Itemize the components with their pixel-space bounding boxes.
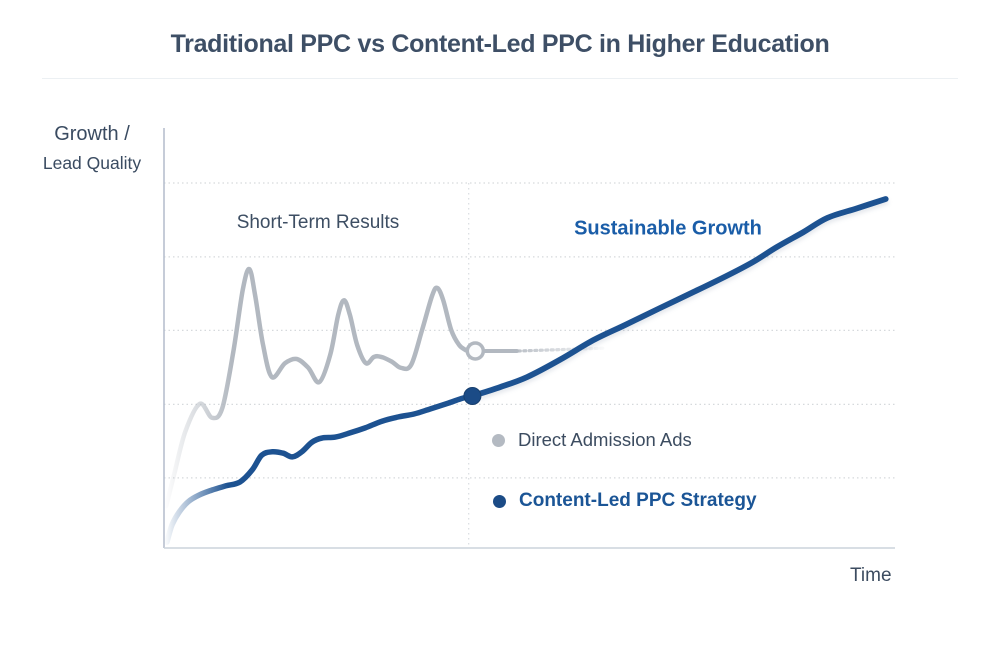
y-axis-label: Growth / Lead Quality: [26, 123, 158, 174]
gray-series-fadeout-trail: [516, 346, 608, 353]
gray-legend-dot-icon: [492, 433, 505, 447]
horizontal-gridlines: [164, 182, 897, 479]
blue-series-transition-marker: [463, 387, 482, 405]
legend-item-content-led-ppc: Content-Led PPC Strategy: [493, 490, 757, 512]
title-divider: [42, 78, 958, 79]
blue-series-line-growth: [469, 196, 889, 399]
gray-series-end-marker: [465, 341, 486, 361]
sustainable-growth-label: Sustainable Growth: [574, 217, 762, 240]
blue-legend-dot-icon: [493, 494, 506, 508]
short-term-results-label: Short-Term Results: [236, 212, 400, 233]
blue-series-line-early: [164, 393, 476, 545]
legend-label: Direct Admission Ads: [518, 429, 692, 450]
gray-series-line: [163, 266, 469, 509]
legend-item-direct-admission-ads: Direct Admission Ads: [492, 429, 692, 451]
x-axis-label: Time: [850, 565, 892, 586]
y-axis-label-line1: Growth /: [54, 123, 130, 145]
legend-label: Content-Led PPC Strategy: [519, 490, 757, 511]
y-axis-label-line2: Lead Quality: [42, 153, 142, 173]
page-title: Traditional PPC vs Content-Led PPC in Hi…: [170, 30, 830, 58]
